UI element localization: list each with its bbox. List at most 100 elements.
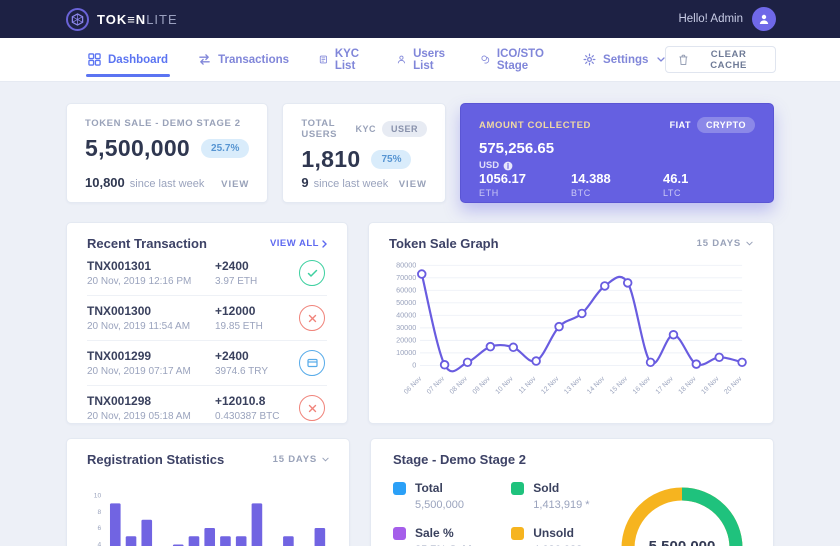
svg-text:8: 8 xyxy=(97,509,101,516)
svg-text:6: 6 xyxy=(97,525,101,532)
svg-text:80000: 80000 xyxy=(396,261,416,270)
tx-id: TNX001298 xyxy=(87,394,152,408)
token-sale-view-link[interactable]: VIEW xyxy=(221,179,250,190)
kyc-list-icon xyxy=(319,55,327,64)
svg-text:0: 0 xyxy=(412,361,416,370)
registration-range-dropdown[interactable]: 15 DAYS xyxy=(273,454,329,465)
tx-amount: +2400 xyxy=(215,259,249,273)
stats-row: TOKEN SALE - DEMO STAGE 2 5,500,000 25.7… xyxy=(66,103,774,203)
tx-equiv: 3974.6 TRY xyxy=(215,366,269,377)
chevron-right-icon xyxy=(322,239,327,248)
tx-id: TNX001300 xyxy=(87,304,152,318)
svg-text:4: 4 xyxy=(97,542,101,546)
gear-icon xyxy=(583,53,596,66)
nav-item-users-list[interactable]: Users List xyxy=(397,38,451,81)
svg-text:09 Nov: 09 Nov xyxy=(472,375,493,396)
total-users-view-link[interactable]: VIEW xyxy=(398,179,427,190)
svg-text:07 Nov: 07 Nov xyxy=(426,375,447,396)
nav-item-dashboard[interactable]: Dashboard xyxy=(85,38,171,81)
nav-items: Dashboard Transactions KYC List Users Li… xyxy=(85,38,666,81)
registration-statistics-title: Registration Statistics xyxy=(87,452,225,467)
nav-item-kyc-list[interactable]: KYC List xyxy=(319,38,367,81)
legend-item-sale-percent: Sale % 25.7% Sold xyxy=(393,526,471,546)
nav-item-settings[interactable]: Settings xyxy=(583,38,666,81)
middle-row: Recent Transaction VIEW ALL TNX001301 20 … xyxy=(66,222,774,424)
legend-item-sold: Sold 1,413,919 * xyxy=(511,481,590,511)
svg-text:10: 10 xyxy=(94,492,102,499)
svg-text:60000: 60000 xyxy=(396,286,416,295)
view-all-link[interactable]: VIEW ALL xyxy=(270,238,327,249)
svg-text:10 Nov: 10 Nov xyxy=(494,375,515,396)
clear-cache-button[interactable]: CLEAR CACHE xyxy=(665,46,776,73)
bottom-row: Registration Statistics 15 DAYS 246810 S… xyxy=(66,438,774,546)
status-canceled-button[interactable] xyxy=(299,305,325,331)
graph-range-dropdown[interactable]: 15 DAYS xyxy=(697,238,753,249)
amount-collected-value: 575,256.65 xyxy=(479,140,555,157)
cross-icon xyxy=(308,314,316,322)
sale-percent-swatch xyxy=(393,527,406,540)
svg-text:13 Nov: 13 Nov xyxy=(563,375,584,396)
svg-text:10000: 10000 xyxy=(396,348,416,357)
brand-light: LITE xyxy=(146,11,178,27)
crypto-toggle[interactable]: CRYPTO xyxy=(696,117,755,133)
table-row[interactable]: TNX001299 20 Nov, 2019 07:17 AM +2400 3974… xyxy=(87,341,327,386)
view-all-label: VIEW ALL xyxy=(269,238,319,249)
fiat-toggle[interactable]: FIAT xyxy=(669,120,691,130)
token-sale-value: 5,500,000 xyxy=(85,135,191,161)
tx-equiv: 3.97 ETH xyxy=(215,276,258,287)
ltc-total: 46.1 LTC xyxy=(663,171,755,198)
token-sale-percent-badge: 25.7% xyxy=(201,139,250,158)
ltc-value: 46.1 xyxy=(663,171,689,186)
info-icon[interactable] xyxy=(503,161,513,171)
legend-value: 25.7% Sold xyxy=(415,544,471,546)
total-users-value: 1,810 xyxy=(301,146,361,172)
main-nav: Dashboard Transactions KYC List Users Li… xyxy=(0,38,840,82)
legend-value: 4,086,082 xyxy=(533,544,582,546)
status-approved-button[interactable] xyxy=(299,260,325,286)
svg-text:08 Nov: 08 Nov xyxy=(449,375,470,396)
user-toggle[interactable]: USER xyxy=(381,121,427,137)
token-sale-graph-title: Token Sale Graph xyxy=(389,236,499,251)
total-users-delta: 9 xyxy=(301,175,309,190)
table-row[interactable]: TNX001301 20 Nov, 2019 12:16 PM +2400 3.97… xyxy=(87,251,327,296)
nav-item-ico-sto-stage[interactable]: ICO/STO Stage xyxy=(481,38,553,81)
brand[interactable]: TOK≡NLITE xyxy=(66,7,178,31)
kyc-toggle[interactable]: KYC xyxy=(355,124,376,134)
user-icon xyxy=(759,14,769,24)
legend-value: 1,413,919 * xyxy=(533,499,590,511)
nav-item-transactions[interactable]: Transactions xyxy=(198,38,289,81)
amount-collected-title: AMOUNT COLLECTED xyxy=(479,119,591,131)
eth-total: 1056.17 ETH xyxy=(479,171,571,198)
btc-total: 14.388 BTC xyxy=(571,171,663,198)
registration-statistics-card: Registration Statistics 15 DAYS 246810 xyxy=(66,438,350,546)
tx-equiv: 0.430387 BTC xyxy=(215,411,280,422)
status-canceled-button[interactable] xyxy=(299,395,325,421)
token-sale-delta: 10,800 xyxy=(85,175,125,190)
svg-text:18 Nov: 18 Nov xyxy=(678,375,699,396)
avatar[interactable] xyxy=(752,7,776,31)
table-row[interactable]: TNX001298 20 Nov, 2019 05:18 AM +12010.8 0… xyxy=(87,386,327,430)
chevron-down-icon xyxy=(746,241,753,246)
registration-range-label: 15 DAYS xyxy=(272,454,317,465)
svg-text:5,500,000: 5,500,000 xyxy=(649,538,716,546)
table-row[interactable]: TNX001300 20 Nov, 2019 11:54 AM +12000 19.… xyxy=(87,296,327,341)
svg-text:30000: 30000 xyxy=(396,323,416,332)
total-users-delta-label: since last week xyxy=(313,178,389,190)
amount-collected-card: AMOUNT COLLECTED FIAT CRYPTO 575,256.65 … xyxy=(460,103,774,203)
graph-range-label: 15 DAYS xyxy=(696,238,741,249)
nav-label: Settings xyxy=(603,53,649,66)
legend-value: 5,500,000 xyxy=(415,499,464,511)
svg-text:20 Nov: 20 Nov xyxy=(723,375,744,396)
tx-date: 20 Nov, 2019 11:54 AM xyxy=(87,321,191,332)
total-users-card: TOTAL USERS KYC USER 1,810 75% 9 since l… xyxy=(282,103,446,203)
token-sale-graph-card: Token Sale Graph 15 DAYS 0 10000 20000 3000… xyxy=(368,222,774,424)
tx-amount: +12000 xyxy=(215,304,256,318)
recent-transactions-title: Recent Transaction xyxy=(87,236,207,251)
status-pending-button[interactable] xyxy=(299,350,325,376)
users-icon xyxy=(398,55,406,64)
nav-label: Transactions xyxy=(218,53,290,66)
svg-text:19 Nov: 19 Nov xyxy=(700,375,721,396)
cross-icon xyxy=(308,404,316,412)
legend-item-total: Total 5,500,000 xyxy=(393,481,471,511)
nav-label: Users List xyxy=(413,47,446,72)
